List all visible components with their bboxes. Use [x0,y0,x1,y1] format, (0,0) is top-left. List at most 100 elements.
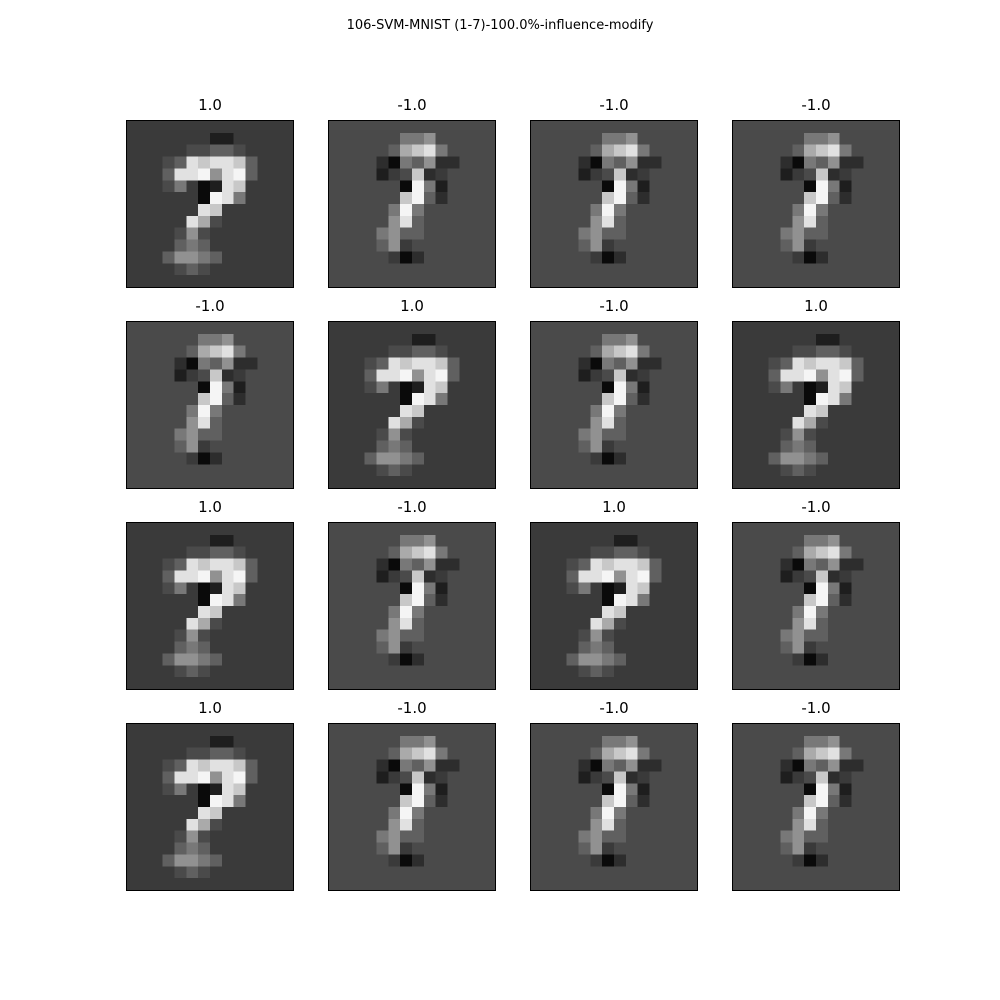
pixel [578,665,591,678]
pixel [542,866,555,879]
pixel [744,192,757,205]
pixel [376,653,389,666]
pixel [827,476,840,488]
pixel [245,641,258,654]
pixel [733,818,746,831]
pixel [685,180,697,193]
pixel [780,842,793,855]
pixel [804,440,817,453]
pixel [376,665,389,678]
pixel [851,156,864,169]
pixel [459,818,472,831]
pixel [269,523,282,536]
pixel [483,842,495,855]
pixel [685,428,697,441]
pixel [423,818,436,831]
pixel [388,546,401,559]
pixel [602,263,615,276]
pixel [233,523,246,536]
pixel [435,617,448,630]
pixel [554,606,567,619]
pixel [281,534,293,547]
pixel [233,759,246,772]
pixel [198,121,211,134]
pixel [756,275,769,287]
pixel [827,416,840,429]
pixel [138,204,151,217]
pixel [614,204,627,217]
pixel [352,783,365,796]
pixel [875,275,888,287]
pixel [744,204,757,217]
pixel [673,759,686,772]
pixel [352,239,365,252]
pixel [673,771,686,784]
pixel [863,322,876,335]
pixel [340,393,353,406]
pixel [792,878,805,890]
pixel [768,405,781,418]
pixel [162,818,175,831]
pixel [590,333,603,346]
pixel [673,333,686,346]
pixel [768,842,781,855]
pixel [364,192,377,205]
pixel [542,251,555,264]
pixel [269,227,282,240]
pixel [804,227,817,240]
pixel [210,641,223,654]
pixel [483,322,495,335]
pixel [269,204,282,217]
pixel [531,464,544,477]
pixel [281,132,293,145]
pixel [340,842,353,855]
pixel [245,807,258,820]
pixel [127,227,140,240]
pixel [233,251,246,264]
pixel [257,558,270,571]
pixel [198,381,211,394]
pixel [851,227,864,240]
pixel [210,452,223,465]
pixel [245,428,258,441]
pixel [364,227,377,240]
pixel [590,239,603,252]
pixel [447,878,460,890]
pixel [459,842,472,855]
pixel [364,641,377,654]
pixel [792,156,805,169]
pixel [400,393,413,406]
pixel [625,144,638,157]
pixel [554,204,567,217]
pixel [245,606,258,619]
pixel [637,215,650,228]
pixel [329,322,342,335]
pixel [186,333,199,346]
pixel [352,168,365,181]
pixel [281,570,293,583]
pixel [329,251,342,264]
pixel [281,476,293,488]
pixel [851,606,864,619]
pixel [447,476,460,488]
pixel [768,192,781,205]
pixel [602,381,615,394]
pixel [685,239,697,252]
pixel [412,830,425,843]
pixel [483,747,495,760]
pixel [340,440,353,453]
pixel [756,807,769,820]
pixel [150,546,163,559]
pixel [329,677,342,689]
pixel [804,854,817,867]
pixel [566,795,579,808]
pixel [673,192,686,205]
pixel [483,854,495,867]
pixel [245,546,258,559]
pixel [602,582,615,595]
pixel [614,878,627,890]
pixel [827,546,840,559]
digit-image [328,522,496,690]
pixel [685,322,697,335]
pixel [388,606,401,619]
